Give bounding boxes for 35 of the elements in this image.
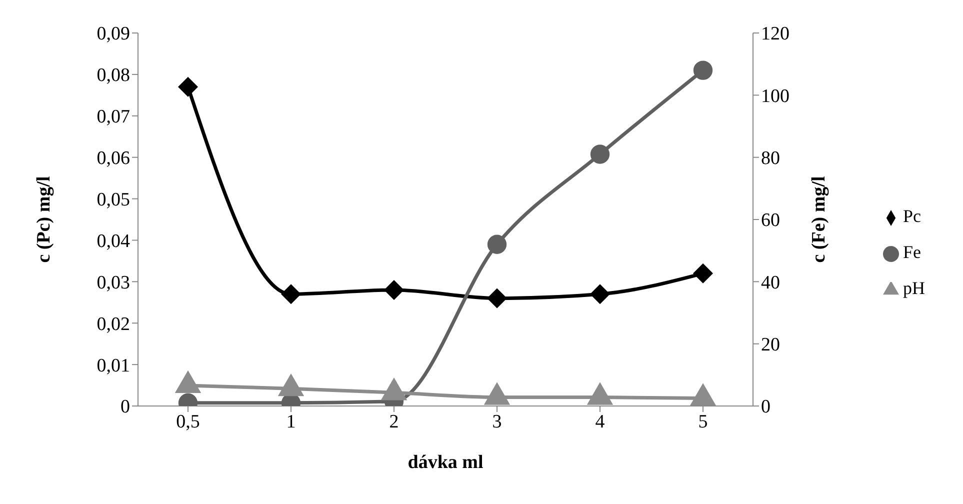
legend-label: Pc bbox=[903, 206, 921, 226]
y2-tick-label: 0 bbox=[761, 396, 770, 418]
point bbox=[590, 284, 610, 304]
x-tick-label: 4 bbox=[595, 411, 606, 432]
y-tick-label: 0,03 bbox=[96, 272, 130, 294]
y-tick-label: 0,02 bbox=[96, 314, 130, 335]
legend-label: Fe bbox=[903, 242, 921, 262]
x-tick-label: 0,5 bbox=[176, 411, 200, 432]
y-tick-label: 0,09 bbox=[96, 24, 130, 45]
y-tick-label: 0,08 bbox=[96, 65, 130, 86]
legend-label: pH bbox=[903, 278, 925, 298]
y2-tick-label: 120 bbox=[761, 24, 790, 45]
y-tick-label: 0,01 bbox=[96, 355, 130, 376]
y2-tick-label: 20 bbox=[761, 334, 780, 356]
y2-tick-label: 60 bbox=[761, 210, 780, 232]
x-tick-label: 1 bbox=[286, 411, 296, 432]
point bbox=[281, 284, 301, 304]
y-tick-label: 0 bbox=[120, 396, 130, 418]
y2-tick-label: 80 bbox=[761, 148, 780, 170]
x-axis-title: dávka ml bbox=[408, 452, 484, 473]
point bbox=[693, 263, 713, 284]
point bbox=[384, 280, 404, 300]
y2-tick-label: 40 bbox=[761, 272, 780, 294]
y-axis-title: c (Pc) mg/l bbox=[34, 176, 55, 263]
y-tick-label: 0,04 bbox=[96, 230, 130, 252]
y-tick-label: 0,07 bbox=[96, 106, 130, 128]
y2-axis-title: c (Fe) mg/l bbox=[808, 176, 830, 263]
x-tick-label: 2 bbox=[389, 411, 399, 432]
point bbox=[178, 76, 198, 97]
y2-tick-label: 100 bbox=[761, 86, 790, 107]
point bbox=[487, 288, 507, 308]
x-tick-label: 5 bbox=[698, 411, 708, 432]
y-tick-label: 0,05 bbox=[96, 190, 130, 211]
x-tick-label: 3 bbox=[492, 411, 502, 432]
y-tick-label: 0,06 bbox=[96, 148, 130, 170]
